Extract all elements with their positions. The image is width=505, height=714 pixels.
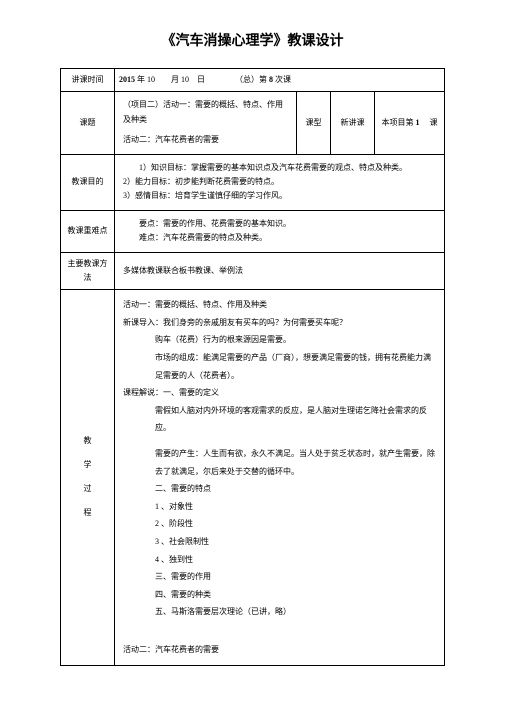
row-process: 教学过程 活动一：需要的概括、特点、作用及种类 新课导入：我们身旁的亲戚朋友有买… (61, 290, 445, 665)
label-type: 课型 (297, 92, 331, 154)
obj-1: 1）知识目标：掌握需要的基本知识点及汽车花费需要的观点、特点及种类。 (123, 161, 436, 175)
c-p8: 二、需要的特点 (123, 480, 436, 498)
c-p11: 3 、社会限制性 (123, 533, 436, 551)
c-p4: 市场的组成：能满足需要的产品（厂商），想要满足需要的钱，拥有花费能力满足需要的人… (123, 349, 436, 384)
c-p1: 活动一：需要的概括、特点、作用及种类 (123, 296, 436, 314)
c-p13: 三、需要的作用 (123, 568, 436, 586)
label-topic: 课题 (61, 92, 115, 154)
proj-label: 本项目第 (382, 118, 414, 127)
c-p6: 需假如人脑对内外环境的客观需求的反应，是人脑对生理诺乞降社会需求的反应。 (123, 402, 436, 437)
label-objectives: 教课目的 (61, 154, 115, 210)
page-title: 《汽车消操心理学》教课设计 (60, 30, 445, 50)
row-focus: 教课重难点 要点：需要的作用、花费需要的基本知识。 难点：汽车花费需要的特点及种… (61, 210, 445, 252)
c-p2: 新课导入：我们身旁的亲戚朋友有买车的吗？为何需要买车呢？ (123, 314, 436, 332)
total-prefix: （总）第 (239, 75, 267, 84)
focus-1: 要点：需要的作用、花费需要的基本知识。 (123, 217, 436, 231)
c-p9: 1 、对象性 (123, 498, 436, 516)
label-method: 主要教课方法 (61, 252, 115, 290)
obj-3: 3）感情目标：培育学生谨慎仔细的学习作风。 (123, 189, 436, 203)
cell-time-value: 2015 年 10 月 10 日 （总）第 8 次课 (115, 69, 445, 92)
c-p12: 4 、独到性 (123, 551, 436, 569)
total-num: 8 (269, 75, 273, 84)
year: 2015 (119, 75, 135, 84)
c-p3: 购车（花费）行为的根来源因是需要。 (123, 331, 436, 349)
label-process: 教学过程 (61, 290, 115, 665)
cell-process: 活动一：需要的概括、特点、作用及种类 新课导入：我们身旁的亲戚朋友有买车的吗？为… (115, 290, 445, 665)
c-p16: 活动二：汽车花费者的需要 (123, 641, 436, 659)
lesson-plan-table: 讲课时间 2015 年 10 月 10 日 （总）第 8 次课 课题 （项目二）… (60, 68, 445, 666)
label-time: 讲课时间 (61, 69, 115, 92)
c-p10: 2 、阶段性 (123, 515, 436, 533)
c-p15: 五、马斯洛需要层次理论（已讲，略） (123, 603, 436, 621)
cell-objectives: 1）知识目标：掌握需要的基本知识点及汽车花费需要的观点、特点及种类。 2）能力目… (115, 154, 445, 210)
c-p7: 需要的产生：人生而有欲，永久不满足。当人处于贫乏状态时，就产生需要，除去了就满足… (123, 445, 436, 480)
focus-2: 难点：汽车花费需要的特点及种类。 (123, 231, 436, 245)
total-suffix: 次课 (275, 75, 291, 84)
cell-method: 多媒体教课联合板书教课、举例法 (115, 252, 445, 290)
topic-line2: 活动二：汽车花费者的需要 (123, 133, 288, 147)
cell-focus: 要点：需要的作用、花费需要的基本知识。 难点：汽车花费需要的特点及种类。 (115, 210, 445, 252)
obj-2: 2）能力目标：初步能判断花费需要的特点。 (123, 175, 436, 189)
cell-project: 本项目第 1 课 (375, 92, 445, 154)
row-topic: 课题 （项目二）活动一：需要的概括、特点、作用及种类 活动二：汽车花费者的需要 … (61, 92, 445, 154)
proj-num: 1 (416, 118, 420, 127)
c-p5: 课程解说：一、需要的定义 (123, 384, 436, 402)
row-time: 讲课时间 2015 年 10 月 10 日 （总）第 8 次课 (61, 69, 445, 92)
topic-line1: （项目二）活动一：需要的概括、特点、作用及种类 (123, 98, 288, 127)
date-text: 年 10 月 10 日 (137, 75, 205, 84)
row-objectives: 教课目的 1）知识目标：掌握需要的基本知识点及汽车花费需要的观点、特点及种类。 … (61, 154, 445, 210)
label-focus: 教课重难点 (61, 210, 115, 252)
c-p14: 四、需要的种类 (123, 586, 436, 604)
cell-topic-content: （项目二）活动一：需要的概括、特点、作用及种类 活动二：汽车花费者的需要 (115, 92, 297, 154)
proj-suffix: 课 (430, 118, 438, 127)
row-method: 主要教课方法 多媒体教课联合板书教课、举例法 (61, 252, 445, 290)
cell-type-value: 新讲课 (331, 92, 375, 154)
